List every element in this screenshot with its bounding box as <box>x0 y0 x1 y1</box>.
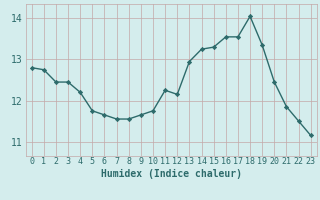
X-axis label: Humidex (Indice chaleur): Humidex (Indice chaleur) <box>101 169 242 179</box>
